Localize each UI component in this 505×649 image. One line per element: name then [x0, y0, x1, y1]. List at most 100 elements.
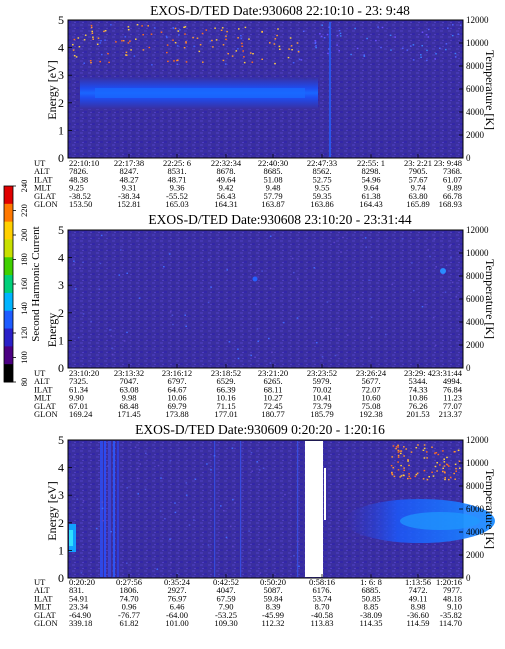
panel-1-cell: -55.52 [166, 191, 188, 201]
panel-2-cell: 23:10:20 [69, 368, 99, 378]
speckle-dot [400, 452, 402, 455]
speckle-dot [336, 34, 339, 37]
speckle-dot [274, 38, 277, 40]
panel-1-band-core [95, 88, 305, 98]
speckle-dot [174, 502, 176, 504]
panel-3-cell: -35.82 [440, 610, 462, 620]
panel-3-y2-tick-label: 6000 [466, 504, 485, 514]
panel-1-y-tick-label: 0 [58, 151, 64, 165]
speckle-dot [445, 264, 448, 266]
speckle-dot [397, 461, 399, 463]
panel-2-cell: 6797. [167, 376, 186, 386]
speckle-dot [350, 53, 352, 56]
speckle-dot [92, 36, 94, 38]
speckle-dot [166, 36, 168, 39]
speckle-dot [73, 260, 75, 262]
speckle-dot [205, 29, 208, 31]
speckle-dot [356, 47, 359, 50]
speckle-dot [115, 41, 117, 43]
speckle-dot [231, 55, 234, 57]
panel-1-row-label: ALT [34, 166, 51, 176]
colorbar-swatches [4, 186, 13, 383]
panel-1-cell: 9.74 [411, 183, 427, 193]
panel-3-cell: 5087. [263, 585, 282, 595]
panel-2-y-tick-label: 5 [58, 223, 64, 237]
panel-3-cell: 101.00 [165, 618, 188, 628]
panel-1-y-axis-label: Energy [eV] [45, 60, 59, 119]
speckle-dot [426, 479, 429, 481]
speckle-dot [142, 34, 144, 36]
panel-2-cell: 173.88 [165, 409, 188, 419]
speckle-dot [126, 54, 128, 56]
speckle-dot [256, 328, 259, 330]
speckle-dot [127, 26, 130, 28]
speckle-dot [315, 342, 318, 344]
panel-3-cell: 48.18 [443, 593, 462, 603]
speckle-dot [297, 541, 299, 543]
panel-3-y2-tick-label: 2000 [466, 550, 485, 560]
speckle-dot [77, 37, 80, 39]
panel-1-cell: 22:10:10 [69, 158, 99, 168]
speckle-dot [375, 39, 377, 42]
speckle-dot [407, 477, 409, 480]
speckle-dot [400, 475, 403, 477]
panel-2-cell: 5344. [408, 376, 427, 386]
speckle-dot [207, 259, 210, 261]
panel-1-y2-ticks: 0 2000 4000 6000 8000 10000 12000 [459, 15, 489, 163]
panel-1-cell: 9.25 [69, 183, 84, 193]
speckle-dot [442, 450, 444, 452]
panel-2-cell: 23:13:32 [114, 368, 144, 378]
panel-2-cell: 76.84 [443, 384, 463, 394]
panel-3-cell: 61.82 [119, 618, 138, 628]
colorbar-swatch [4, 364, 13, 383]
speckle-dot [443, 458, 445, 460]
panel-3-cell: 2927. [167, 585, 186, 595]
panel-3-stripe [117, 441, 119, 577]
speckle-dot [400, 464, 402, 467]
colorbar-swatch [4, 203, 13, 223]
speckle-dot [237, 48, 239, 50]
speckle-dot [459, 467, 461, 469]
panel-2-cell: 10.16 [216, 393, 235, 403]
speckle-dot [397, 454, 400, 457]
speckle-dot [184, 26, 187, 28]
speckle-dot [184, 33, 186, 35]
panel-2-cell: 11.23 [443, 393, 462, 403]
panel-3-cell: 0:20:20 [69, 577, 95, 587]
panel-1-cell: 9.55 [315, 183, 330, 193]
colorbar-tick-label: 80 [19, 378, 29, 387]
colorbar: 80 100 120 140 160 180 200 220 240 Second Harmon… [3, 180, 42, 387]
speckle-dot [207, 301, 210, 304]
speckle-dot [364, 237, 367, 239]
speckle-dot [252, 53, 254, 55]
speckle-dot [176, 45, 179, 47]
speckle-dot [251, 61, 254, 63]
speckle-dot [314, 42, 317, 45]
speckle-dot [102, 520, 104, 522]
speckle-dot [90, 320, 92, 323]
speckle-dot [84, 34, 87, 36]
panel-2-cell: 10.41 [312, 393, 331, 403]
colorbar-tick-label: 220 [19, 204, 29, 217]
speckle-dot [409, 477, 412, 480]
speckle-dot [454, 451, 456, 453]
speckle-dot [291, 49, 293, 51]
speckle-dot [319, 33, 321, 35]
speckle-dot [78, 46, 81, 48]
speckle-dot [82, 261, 84, 263]
panel-2-row-label: GLON [34, 409, 58, 419]
speckle-dot [174, 42, 177, 44]
panel-3-cell: 8.98 [411, 602, 426, 612]
speckle-dot [321, 356, 324, 358]
speckle-dot [133, 55, 136, 57]
speckle-dot [206, 463, 208, 465]
speckle-dot [72, 49, 75, 51]
speckle-dot [90, 24, 93, 27]
speckle-dot [446, 456, 448, 459]
panel-1-cell: 7905. [408, 166, 427, 176]
speckle-dot [177, 30, 180, 32]
speckle-dot [122, 40, 125, 42]
speckle-dot [391, 456, 393, 458]
speckle-dot [199, 44, 202, 46]
panel-3-cell: 831. [69, 585, 84, 595]
